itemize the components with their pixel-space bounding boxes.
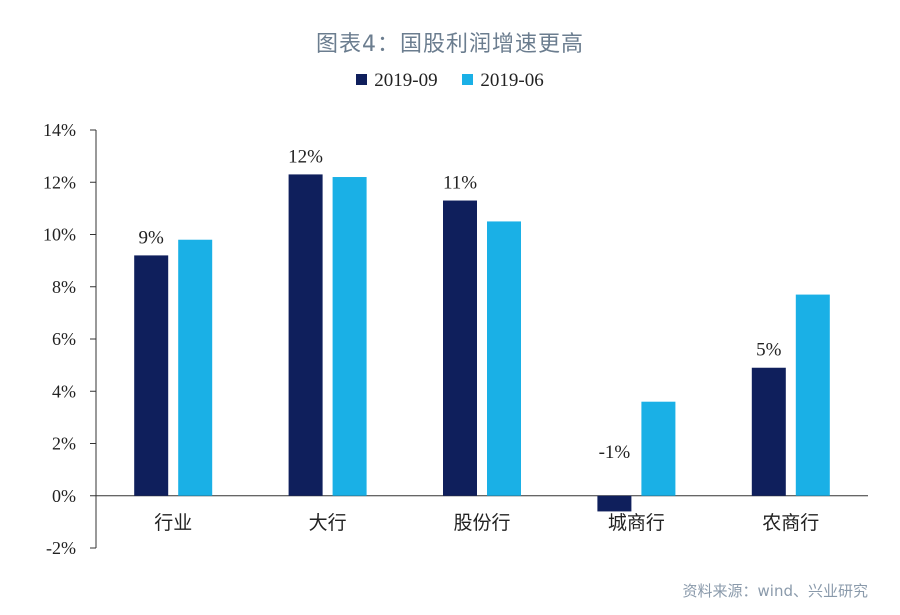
- y-tick-label: 6%: [52, 329, 76, 349]
- y-tick-label: 12%: [43, 172, 76, 192]
- y-tick-label: 10%: [43, 225, 76, 245]
- data-label: 11%: [443, 173, 477, 194]
- y-tick-label: 2%: [52, 434, 76, 454]
- x-tick-label: 农商行: [762, 512, 819, 534]
- y-tick-label: 4%: [52, 381, 76, 401]
- data-label: -1%: [599, 442, 631, 463]
- data-label: 5%: [756, 340, 782, 361]
- bar-2019-06: [178, 239, 213, 496]
- y-tick-label: -2%: [46, 538, 76, 558]
- source-note: 资料来源：wind、兴业研究: [682, 582, 868, 600]
- bar-2019-09: [597, 495, 632, 512]
- y-tick-label: 8%: [52, 277, 76, 297]
- y-tick-label: 14%: [43, 120, 76, 140]
- bar-2019-09: [134, 255, 169, 496]
- data-label: 9%: [139, 227, 165, 248]
- x-tick-label: 大行: [309, 512, 347, 534]
- legend-item-2019-06: 2019-06: [462, 70, 544, 92]
- x-tick-label: 城商行: [608, 512, 665, 534]
- legend-label-2019-09: 2019-09: [374, 70, 438, 91]
- legend-swatch-2019-06: [462, 74, 474, 85]
- bar-2019-06: [641, 401, 676, 496]
- bar-2019-06: [487, 221, 521, 496]
- y-tick-label: 0%: [52, 486, 76, 506]
- legend-item-2019-09: 2019-09: [356, 70, 438, 92]
- bar-2019-09: [751, 367, 786, 496]
- bar-2019-09: [443, 200, 477, 496]
- data-label: 12%: [288, 146, 323, 167]
- x-tick-label: 行业: [154, 512, 192, 534]
- legend-swatch-2019-09: [356, 74, 368, 85]
- x-tick-label: 股份行: [453, 512, 510, 534]
- chart-title: 图表4：国股利润增速更高: [316, 32, 584, 57]
- bar-2019-06: [795, 294, 830, 496]
- chart-legend: 2019-09 2019-06: [0, 70, 900, 92]
- legend-label-2019-06: 2019-06: [480, 70, 544, 91]
- bar-2019-09: [288, 174, 323, 496]
- bar-2019-06: [332, 177, 367, 496]
